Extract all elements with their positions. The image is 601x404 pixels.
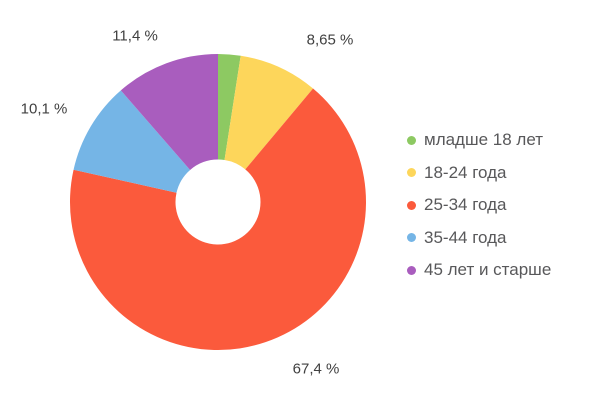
legend-dot-icon <box>407 135 416 145</box>
slice-label-35-44: 10,1 % <box>20 100 68 118</box>
slice-label-18-24: 8,65 % <box>306 31 354 49</box>
legend: младше 18 лет 18-24 года 25-34 года 35-4… <box>403 124 551 287</box>
legend-item-under-18: младше 18 лет <box>403 124 551 157</box>
pie-slice-3 <box>73 90 191 193</box>
slice-label-25-34: 67,4 % <box>292 360 340 378</box>
legend-dot-icon <box>407 200 416 210</box>
legend-item-18-24: 18-24 года <box>403 157 551 190</box>
pie-slice-1 <box>224 55 314 170</box>
slice-label-45-plus: 11,4 % <box>112 27 158 45</box>
legend-item-45-plus: 45 лет и старше <box>403 254 551 287</box>
legend-item-25-34: 25-34 года <box>403 189 551 222</box>
legend-label: 25-34 года <box>424 195 507 215</box>
pie-slice-0 <box>218 54 241 160</box>
legend-dot-icon <box>407 265 416 275</box>
legend-dot-icon <box>407 168 416 178</box>
legend-label: 45 лет и старше <box>424 260 552 280</box>
pie-slice-4 <box>120 54 218 170</box>
legend-item-35-44: 35-44 года <box>403 222 551 255</box>
legend-label: 18-24 года <box>424 162 507 182</box>
legend-label: младше 18 лет <box>424 130 544 150</box>
legend-label: 35-44 года <box>424 227 507 247</box>
pie-slice-2 <box>69 88 366 350</box>
legend-dot-icon <box>407 233 416 243</box>
